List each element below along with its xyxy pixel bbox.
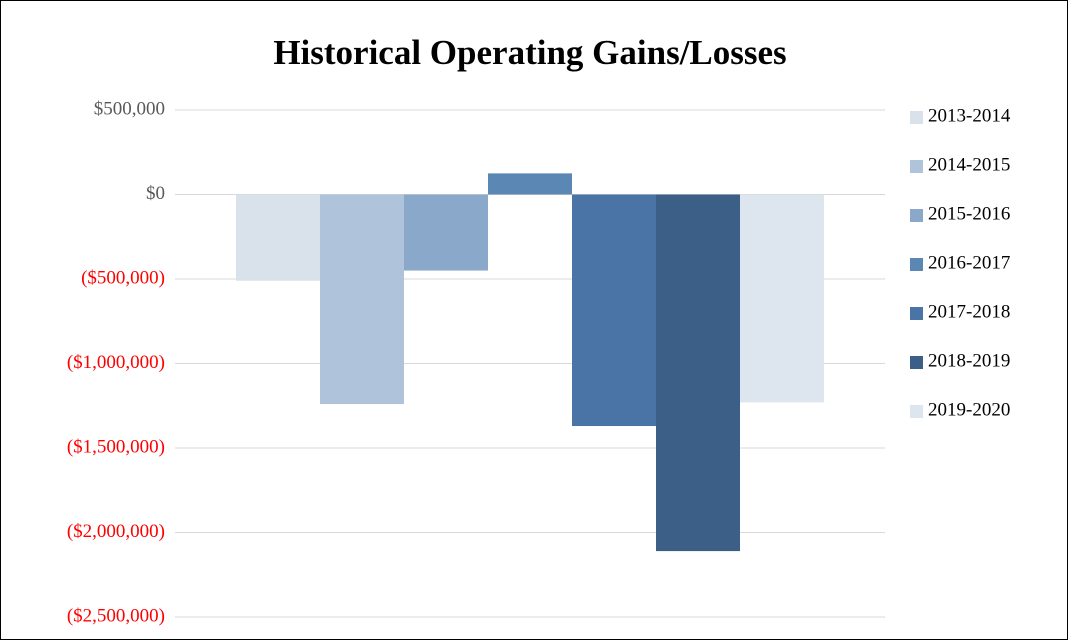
bar bbox=[740, 194, 824, 403]
bar bbox=[320, 194, 404, 405]
bar bbox=[404, 194, 488, 271]
bar bbox=[488, 173, 572, 195]
y-tick-label: $500,000 bbox=[94, 98, 165, 119]
bar bbox=[572, 194, 656, 427]
legend-label: 2015-2016 bbox=[928, 203, 1010, 224]
chart-title: Historical Operating Gains/Losses bbox=[273, 33, 786, 72]
bar bbox=[656, 194, 740, 552]
legend-swatch bbox=[910, 111, 923, 124]
y-tick-label: $0 bbox=[146, 183, 165, 204]
legend-swatch bbox=[910, 160, 923, 173]
legend-swatch bbox=[910, 307, 923, 320]
y-tick-label: ($2,500,000) bbox=[67, 605, 165, 626]
y-tick-label: ($500,000) bbox=[81, 267, 165, 288]
legend-label: 2014-2015 bbox=[928, 154, 1010, 175]
legend-swatch bbox=[910, 209, 923, 222]
legend-label: 2018-2019 bbox=[928, 350, 1010, 371]
legend-label: 2013-2014 bbox=[928, 105, 1011, 126]
legend-swatch bbox=[910, 356, 923, 369]
legend-label: 2019-2020 bbox=[928, 399, 1010, 420]
y-tick-label: ($1,000,000) bbox=[67, 352, 165, 373]
legend-swatch bbox=[910, 258, 923, 271]
legend-label: 2016-2017 bbox=[928, 252, 1010, 273]
legend-label: 2017-2018 bbox=[928, 301, 1010, 322]
bar bbox=[236, 194, 320, 281]
y-tick-label: ($2,000,000) bbox=[67, 521, 165, 542]
y-tick-label: ($1,500,000) bbox=[67, 436, 165, 457]
legend-swatch bbox=[910, 405, 923, 418]
